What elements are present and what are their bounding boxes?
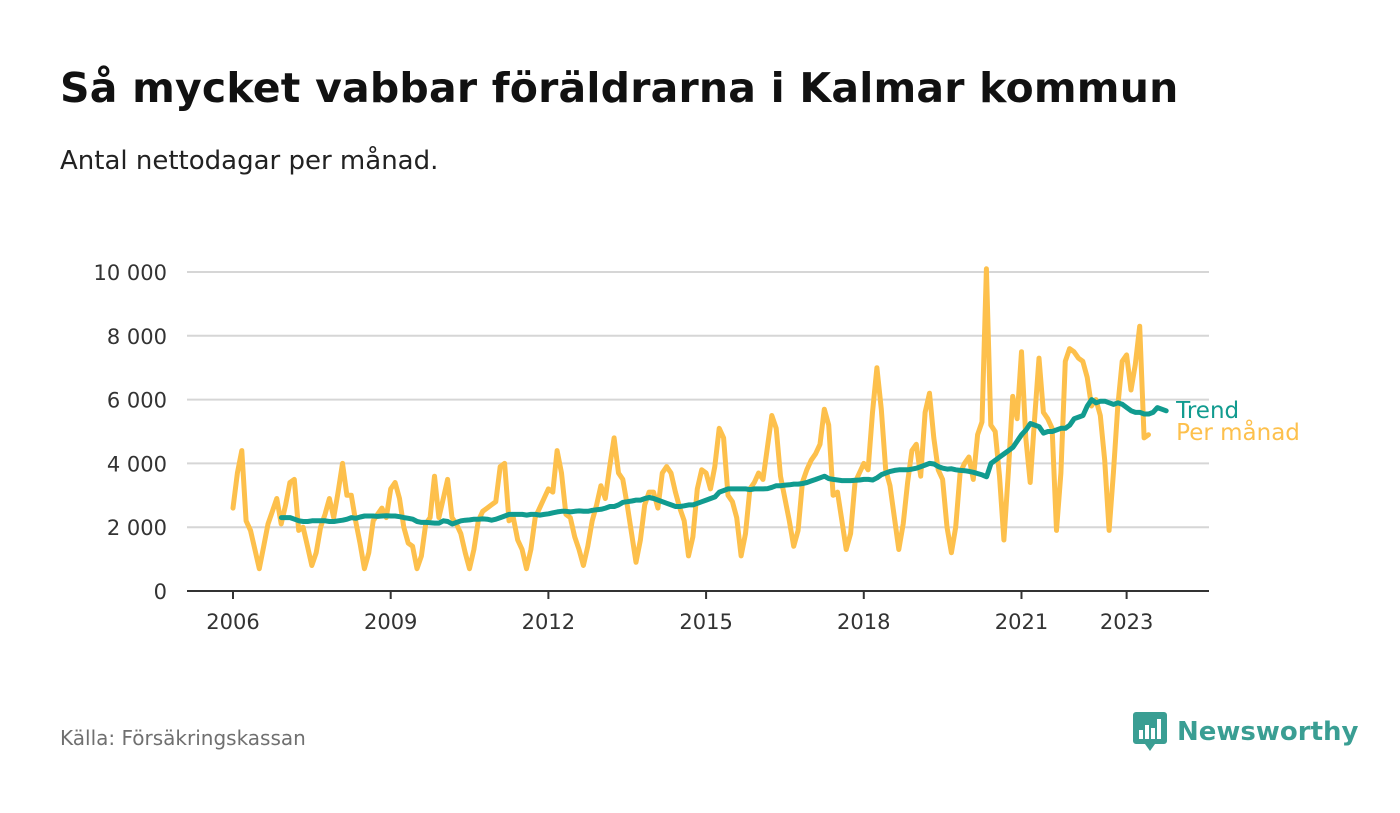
y-axis-tick-labels: 0 2 000 4 000 6 000 8 000 10 000 bbox=[94, 261, 167, 604]
chart-title: Så mycket vabbar föräldrarna i Kalmar ko… bbox=[60, 64, 1179, 112]
x-tick-label: 2012 bbox=[522, 610, 575, 634]
series-line-trend bbox=[278, 397, 1169, 527]
line-chart: 0 2 000 4 000 6 000 8 000 10 000 2006 2009 2012… bbox=[94, 261, 1300, 634]
series-labels: Trend Per månad bbox=[1175, 398, 1300, 446]
y-tick-label: 2 000 bbox=[107, 516, 167, 540]
source-note: Källa: Försäkringskassan bbox=[60, 726, 306, 750]
x-tick-label: 2018 bbox=[837, 610, 890, 634]
x-tick-label: 2023 bbox=[1100, 610, 1153, 634]
x-axis: 2006 2009 2012 2015 2018 2021 2023 bbox=[187, 590, 1209, 634]
y-tick-label: 8 000 bbox=[107, 325, 167, 349]
y-tick-label: 10 000 bbox=[94, 261, 167, 285]
series-label-trend: Trend bbox=[1175, 398, 1239, 424]
chart-subtitle: Antal nettodagar per månad. bbox=[60, 146, 439, 176]
series-line-per-manad bbox=[230, 266, 1151, 572]
y-tick-label: 6 000 bbox=[107, 389, 167, 413]
y-tick-label: 4 000 bbox=[107, 452, 167, 476]
y-tick-label: 0 bbox=[154, 580, 167, 604]
series-label-per-manad: Per månad bbox=[1176, 418, 1300, 446]
brand-name: Newsworthy bbox=[1177, 717, 1359, 747]
brand-logo: Newsworthy bbox=[1133, 712, 1358, 752]
x-tick-label: 2009 bbox=[364, 610, 417, 634]
x-tick-label: 2021 bbox=[995, 610, 1048, 634]
x-tick-label: 2015 bbox=[679, 610, 732, 634]
series bbox=[230, 266, 1169, 572]
x-tick-label: 2006 bbox=[206, 610, 259, 634]
newsworthy-logo-icon bbox=[1133, 712, 1167, 751]
